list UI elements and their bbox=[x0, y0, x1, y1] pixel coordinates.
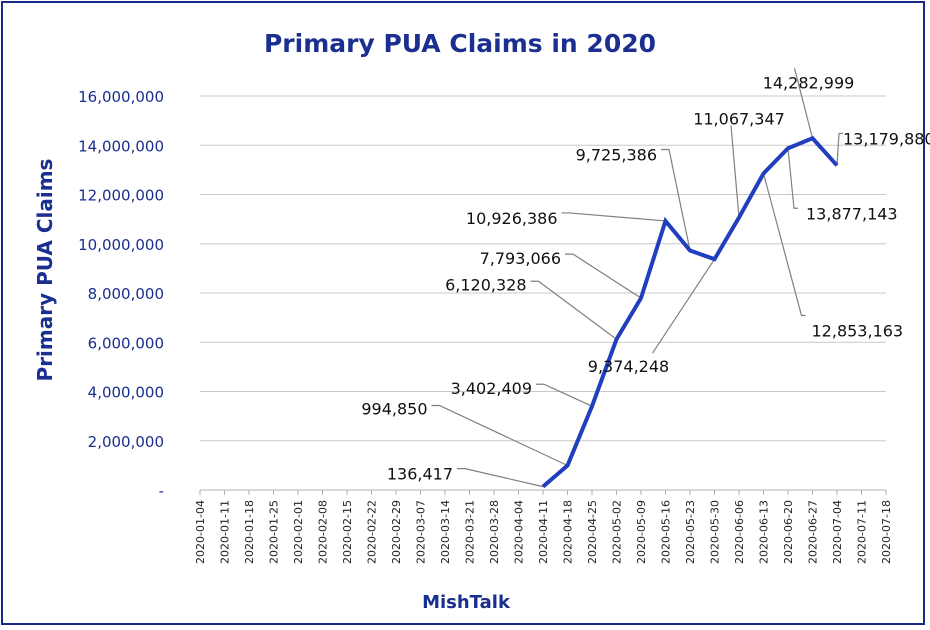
x-tick-label: 2020-02-29 bbox=[390, 500, 403, 564]
data-label: 7,793,066 bbox=[480, 249, 561, 268]
series-layer bbox=[541, 135, 839, 489]
y-tick-label: 12,000,000 bbox=[78, 187, 164, 205]
data-label: 13,877,143 bbox=[806, 204, 898, 223]
data-label: 14,282,999 bbox=[763, 73, 855, 92]
x-tick-label: 2020-01-04 bbox=[194, 500, 207, 564]
data-label: 6,120,328 bbox=[445, 275, 526, 294]
x-tick-label: 2020-06-13 bbox=[758, 500, 771, 564]
x-tick-label: 2020-02-01 bbox=[292, 500, 305, 564]
data-label-leader bbox=[787, 148, 798, 209]
y-tick-label: 16,000,000 bbox=[78, 88, 164, 106]
data-label: 10,926,386 bbox=[466, 209, 558, 228]
y-tick-label: 14,000,000 bbox=[78, 137, 164, 155]
x-tick-label: 2020-04-11 bbox=[537, 500, 550, 564]
x-tick-label: 2020-02-08 bbox=[317, 500, 330, 564]
x-tick-label: 2020-06-20 bbox=[782, 500, 795, 564]
x-tick-label: 2020-03-14 bbox=[439, 500, 452, 564]
data-label-leader bbox=[651, 258, 716, 354]
x-tick-label: 2020-06-06 bbox=[733, 500, 746, 564]
y-tick-label: 8,000,000 bbox=[88, 285, 164, 303]
x-tick-label: 2020-04-25 bbox=[586, 500, 599, 564]
x-tick-label: 2020-01-11 bbox=[219, 500, 232, 564]
y-tick-label: - bbox=[159, 482, 164, 500]
x-tick-label: 2020-02-15 bbox=[341, 500, 354, 564]
data-label-leader bbox=[762, 173, 806, 317]
x-axis-ticks: 2020-01-04 2020-01-11 2020-01-18 2020-01-25… bbox=[194, 490, 893, 564]
data-label-leader bbox=[457, 468, 544, 488]
data-label-leader bbox=[530, 280, 617, 340]
x-tick-label: 2020-03-28 bbox=[488, 500, 501, 564]
x-tick-label: 2020-04-04 bbox=[513, 500, 526, 564]
data-label-leader bbox=[536, 383, 593, 407]
x-tick-label: 2020-01-18 bbox=[243, 500, 256, 564]
x-tick-label: 2020-07-11 bbox=[856, 500, 869, 564]
x-tick-label: 2020-06-27 bbox=[807, 500, 820, 564]
x-tick-label: 2020-05-16 bbox=[660, 500, 673, 564]
data-label: 9,725,386 bbox=[576, 146, 657, 165]
data-label-leader bbox=[730, 125, 740, 218]
chart-title: Primary PUA Claims in 2020 bbox=[264, 29, 656, 58]
data-label-leader bbox=[661, 148, 691, 251]
data-label-leaders bbox=[431, 68, 843, 488]
x-tick-label: 2020-03-07 bbox=[415, 500, 428, 564]
y-tick-label: 4,000,000 bbox=[88, 384, 164, 402]
x-tick-label: 2020-04-18 bbox=[562, 500, 575, 564]
x-tick-label: 2020-03-21 bbox=[464, 500, 477, 564]
data-label-leader bbox=[431, 404, 568, 467]
y-tick-label: 10,000,000 bbox=[78, 236, 164, 254]
data-label-leader bbox=[565, 253, 642, 299]
y-tick-label: 2,000,000 bbox=[88, 433, 164, 451]
data-label: 11,067,347 bbox=[693, 109, 785, 128]
series-line bbox=[541, 135, 839, 489]
data-label-leader bbox=[561, 212, 666, 222]
data-label: 136,417 bbox=[387, 465, 453, 484]
data-label-leader bbox=[793, 68, 814, 139]
x-tick-label: 2020-05-23 bbox=[684, 500, 697, 564]
x-tick-label: 2020-07-18 bbox=[880, 500, 893, 564]
x-tick-label: 2020-05-02 bbox=[611, 500, 624, 564]
x-axis-label: MishTalk bbox=[422, 592, 511, 613]
data-labels: 136,417 994,850 3,402,409 6,120,328 7,793,06… bbox=[361, 73, 930, 483]
data-label: 9,374,248 bbox=[588, 357, 669, 376]
y-axis-label: Primary PUA Claims bbox=[33, 159, 57, 382]
data-label: 3,402,409 bbox=[451, 379, 532, 398]
data-label: 994,850 bbox=[361, 400, 427, 419]
x-tick-label: 2020-02-22 bbox=[366, 500, 379, 564]
x-tick-label: 2020-05-30 bbox=[709, 500, 722, 564]
y-axis-ticks: - 2,000,000 4,000,000 6,000,000 8,000,000 10,… bbox=[78, 88, 164, 500]
data-label: 13,179,880 bbox=[843, 129, 930, 148]
data-label: 12,853,163 bbox=[812, 321, 904, 340]
x-tick-label: 2020-07-04 bbox=[831, 500, 844, 564]
y-tick-label: 6,000,000 bbox=[88, 334, 164, 352]
x-tick-label: 2020-05-09 bbox=[635, 500, 648, 564]
x-tick-label: 2020-01-25 bbox=[268, 500, 281, 564]
data-label-leader bbox=[836, 132, 843, 166]
